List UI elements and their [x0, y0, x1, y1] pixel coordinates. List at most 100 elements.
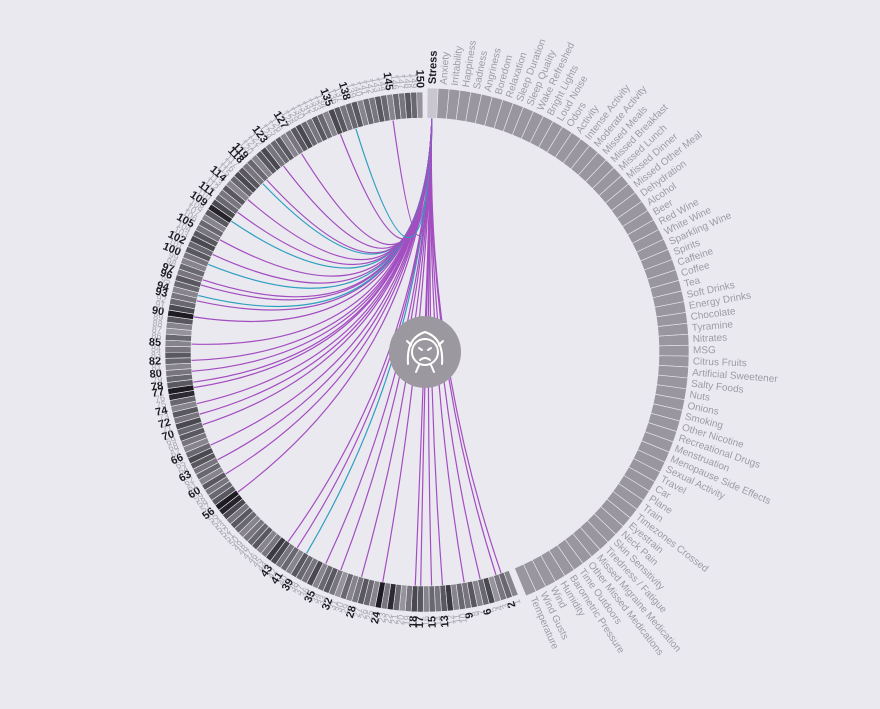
day-label-81[interactable]: 81: [151, 362, 162, 373]
day-label-52[interactable]: 52: [218, 525, 232, 539]
day-label-139[interactable]: 139: [344, 82, 358, 99]
day-label-93[interactable]: 93: [154, 286, 169, 300]
day-segment-82[interactable]: [164, 357, 192, 365]
day-label-6[interactable]: 6: [481, 607, 494, 616]
day-label-23[interactable]: 23: [376, 612, 387, 623]
day-label-137[interactable]: 137: [332, 86, 346, 103]
day-label-22[interactable]: 22: [383, 613, 394, 624]
day-label-1[interactable]: 1: [511, 598, 522, 606]
day-label-62[interactable]: 62: [182, 474, 196, 488]
factor-segment-msg[interactable]: [658, 344, 690, 357]
day-label-36[interactable]: 36: [298, 586, 311, 599]
day-label-8[interactable]: 8: [470, 610, 481, 617]
day-segment-84[interactable]: [164, 345, 192, 353]
day-label-65[interactable]: 65: [174, 458, 187, 471]
day-label-82[interactable]: 82: [149, 355, 162, 367]
day-segment-16[interactable]: [422, 585, 430, 613]
day-label-66[interactable]: 66: [169, 451, 185, 467]
day-label-26[interactable]: 26: [357, 608, 369, 620]
day-label-84[interactable]: 84: [151, 343, 161, 353]
day-label-48[interactable]: 48: [236, 543, 250, 557]
day-label-76[interactable]: 76: [154, 393, 166, 405]
day-label-44[interactable]: 44: [255, 559, 269, 573]
day-label-49[interactable]: 49: [231, 539, 245, 553]
factor-label-nuts[interactable]: Nuts: [689, 390, 711, 404]
day-label-2[interactable]: 2: [505, 600, 518, 610]
day-label-30[interactable]: 30: [333, 601, 346, 614]
factor-label-irritability[interactable]: Irritability: [450, 45, 465, 86]
day-label-4[interactable]: 4: [494, 604, 505, 612]
day-label-140[interactable]: 140: [351, 80, 364, 97]
factor-segment-nitrates[interactable]: [658, 333, 690, 347]
day-label-34[interactable]: 34: [309, 591, 322, 604]
day-label-143[interactable]: 143: [370, 77, 383, 94]
day-label-56[interactable]: 56: [200, 505, 217, 522]
day-label-46[interactable]: 46: [245, 551, 259, 565]
day-label-69[interactable]: 69: [165, 435, 178, 448]
day-label-15[interactable]: 15: [426, 616, 438, 629]
day-label-136[interactable]: 136: [326, 88, 341, 106]
day-label-25[interactable]: 25: [364, 609, 376, 621]
day-label-97[interactable]: 97: [160, 261, 175, 276]
day-segment-15[interactable]: [428, 585, 436, 613]
day-label-142[interactable]: 142: [363, 78, 376, 95]
day-label-138[interactable]: 138: [336, 80, 353, 101]
factor-label-anxiety[interactable]: Anxiety: [439, 52, 452, 85]
day-label-148[interactable]: 148: [402, 73, 413, 89]
day-label-51[interactable]: 51: [222, 530, 236, 544]
day-label-10[interactable]: 10: [458, 613, 469, 624]
day-label-12[interactable]: 12: [445, 614, 456, 625]
day-label-37[interactable]: 37: [292, 583, 306, 597]
center-badge[interactable]: [389, 316, 461, 388]
day-label-55[interactable]: 55: [206, 511, 220, 525]
day-label-58[interactable]: 58: [195, 496, 209, 510]
day-label-91[interactable]: 91: [154, 299, 166, 311]
day-label-147[interactable]: 147: [395, 74, 406, 90]
chord-link-day-138[interactable]: [355, 118, 433, 239]
day-segment-150[interactable]: [416, 91, 424, 119]
day-label-19[interactable]: 19: [402, 615, 413, 626]
day-label-45[interactable]: 45: [250, 555, 264, 569]
day-label-146[interactable]: 146: [389, 74, 401, 90]
day-label-21[interactable]: 21: [389, 614, 400, 625]
day-label-98[interactable]: 98: [165, 256, 178, 269]
day-label-43[interactable]: 43: [258, 563, 275, 580]
day-label-53[interactable]: 53: [214, 520, 228, 534]
day-label-67[interactable]: 67: [169, 446, 182, 459]
day-label-77[interactable]: 77: [151, 386, 165, 400]
day-label-145[interactable]: 145: [381, 71, 395, 91]
day-label-86[interactable]: 86: [151, 331, 162, 342]
day-label-68[interactable]: 68: [167, 440, 180, 453]
day-label-13[interactable]: 13: [439, 615, 452, 628]
day-label-71[interactable]: 71: [161, 423, 173, 435]
day-label-14[interactable]: 14: [433, 615, 444, 626]
day-label-38[interactable]: 38: [287, 580, 301, 594]
day-label-96[interactable]: 96: [159, 267, 174, 282]
day-label-149[interactable]: 149: [408, 73, 419, 88]
day-label-17[interactable]: 17: [414, 616, 426, 628]
day-label-90[interactable]: 90: [151, 305, 165, 319]
factor-label-tea[interactable]: Tea: [683, 275, 702, 290]
day-label-35[interactable]: 35: [302, 588, 318, 604]
day-label-80[interactable]: 80: [149, 368, 162, 381]
day-label-87[interactable]: 87: [152, 324, 163, 335]
day-label-20[interactable]: 20: [395, 614, 406, 625]
day-label-61[interactable]: 61: [185, 480, 199, 494]
day-label-70[interactable]: 70: [161, 428, 176, 443]
factor-label-citrus-fruits[interactable]: Citrus Fruits: [693, 356, 747, 369]
day-label-24[interactable]: 24: [369, 610, 383, 625]
factor-label-nitrates[interactable]: Nitrates: [692, 333, 727, 346]
day-label-99[interactable]: 99: [167, 250, 180, 263]
day-label-32[interactable]: 32: [320, 596, 336, 612]
factor-label-tyramine[interactable]: Tyramine: [691, 319, 733, 334]
day-label-39[interactable]: 39: [280, 576, 297, 593]
day-label-7[interactable]: 7: [476, 609, 487, 616]
day-label-27[interactable]: 27: [351, 606, 363, 618]
day-label-63[interactable]: 63: [177, 468, 193, 484]
day-label-54[interactable]: 54: [210, 516, 224, 530]
day-label-5[interactable]: 5: [488, 606, 499, 613]
day-label-95[interactable]: 95: [160, 274, 172, 286]
day-label-59[interactable]: 59: [192, 490, 206, 504]
day-segment-149[interactable]: [410, 91, 418, 119]
day-label-144[interactable]: 144: [376, 76, 388, 92]
